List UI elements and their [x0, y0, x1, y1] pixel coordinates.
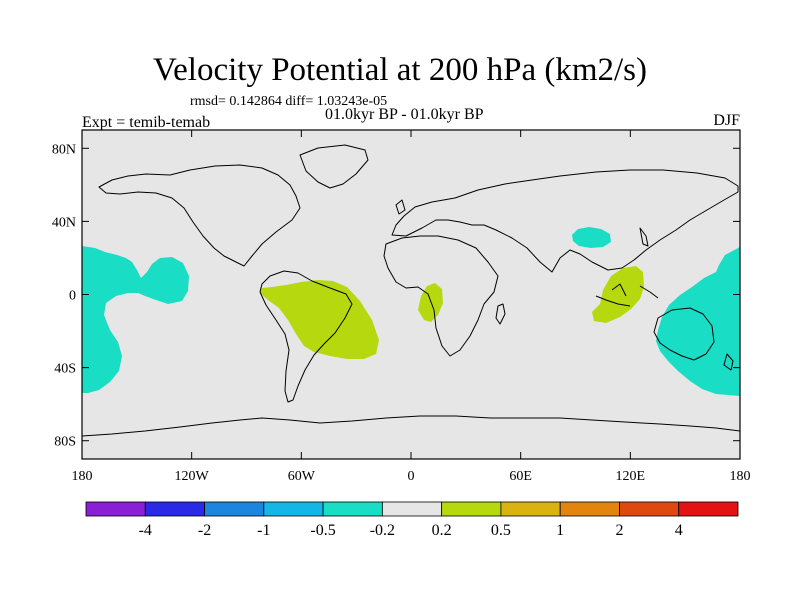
colorbar: -4 -2 -1 -0.5 -0.2 0.2 0.5 1 2 4 — [85, 501, 739, 539]
colorbar-label: 2 — [615, 522, 623, 539]
colorbar-swatch — [144, 501, 205, 517]
coastline-indonesia — [595, 283, 659, 307]
experiment-label: Expt = temib-temab — [82, 114, 211, 131]
colorbar-label: 0.5 — [491, 522, 511, 539]
coastline-africa — [383, 235, 499, 357]
colorbar-swatch — [619, 501, 680, 517]
lon-tick-label: 60W — [288, 469, 316, 484]
lon-tick-label: 120W — [175, 469, 210, 484]
coastline-antarctica — [82, 415, 740, 437]
lat-tick-label: 0 — [69, 289, 76, 304]
coastline-japan — [639, 227, 649, 247]
latitude-axis: 80N 40N 0 40S 80S — [52, 142, 740, 450]
lon-tick-label: 180 — [72, 469, 93, 484]
colorbar-label: 0.2 — [432, 522, 452, 539]
lon-tick-label: 120E — [616, 469, 646, 484]
lat-tick-label: 80S — [54, 435, 76, 450]
colorbar-label: -0.5 — [310, 522, 335, 539]
colorbar-swatch — [85, 501, 146, 517]
colorbar-swatch — [678, 501, 739, 517]
longitude-axis: 180 120W 60W 0 60E 120E 180 — [72, 130, 751, 484]
colorbar-swatch — [322, 501, 383, 517]
colorbar-label: -0.2 — [370, 522, 395, 539]
chart-title: Velocity Potential at 200 hPa (km2/s) — [152, 52, 648, 88]
colorbar-label: -1 — [257, 522, 270, 539]
coastline-south-america — [259, 270, 353, 403]
colorbar-label: 4 — [675, 522, 683, 539]
lon-tick-label: 180 — [730, 469, 751, 484]
coastlines — [82, 144, 740, 437]
region-east-asia-negative — [572, 227, 611, 248]
colorbar-swatch — [204, 501, 265, 517]
colorbar-swatch — [441, 501, 502, 517]
colorbar-swatch — [500, 501, 561, 517]
colorbar-swatch — [559, 501, 620, 517]
region-central-pacific-negative — [82, 246, 189, 393]
lon-tick-label: 0 — [408, 469, 415, 484]
coastline-north-america — [98, 164, 301, 267]
colorbar-label: -2 — [198, 522, 211, 539]
lat-tick-label: 40S — [54, 362, 76, 377]
coastline-uk — [395, 199, 406, 215]
stats-subtitle: rmsd= 0.142864 diff= 1.03243e-05 — [190, 94, 388, 109]
colorbar-label: -4 — [139, 522, 152, 539]
coastline-madagascar — [495, 303, 506, 325]
colorbar-swatch — [381, 501, 443, 517]
lat-tick-label: 40N — [52, 215, 76, 230]
region-western-pacific-australia-negative — [656, 247, 740, 396]
coastline-eurasia — [391, 169, 739, 273]
period-subtitle: 01.0kyr BP - 01.0kyr BP — [325, 106, 484, 123]
season-label: DJF — [713, 112, 740, 129]
region-maritime-continent-positive — [592, 266, 644, 323]
coastline-greenland — [299, 144, 369, 189]
region-west-africa-positive — [418, 283, 443, 322]
colorbar-label: 1 — [556, 522, 564, 539]
lon-tick-label: 60E — [509, 469, 532, 484]
coastline-australia — [653, 307, 715, 361]
coastline-new-zealand — [723, 353, 734, 371]
lat-tick-label: 80N — [52, 142, 76, 157]
colorbar-swatch — [263, 501, 324, 517]
